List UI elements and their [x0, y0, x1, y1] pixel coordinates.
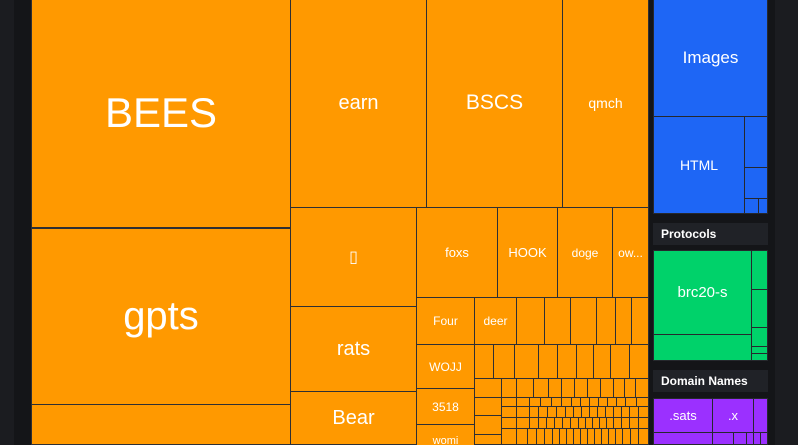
- tile-sats[interactable]: .sats: [653, 398, 713, 433]
- right-rail: [775, 0, 798, 445]
- tile-small-purple[interactable]: [753, 398, 768, 433]
- tile-label: womi: [432, 435, 459, 445]
- tile-small[interactable]: [587, 378, 601, 398]
- tile-label: 3518: [432, 399, 459, 414]
- protocols-category: Protocols brc20-s: [653, 223, 768, 361]
- tile-3518[interactable]: 3518: [416, 388, 475, 425]
- tile-small-green[interactable]: [751, 289, 768, 328]
- tile-label: rats: [336, 337, 371, 360]
- tile-glyph[interactable]: ▯: [290, 207, 417, 307]
- tile-label: deer: [483, 314, 508, 328]
- tile-four[interactable]: Four: [416, 297, 475, 345]
- tile-label: HTML: [679, 157, 719, 173]
- tile-small[interactable]: [570, 297, 597, 345]
- tile-doge[interactable]: doge: [557, 207, 613, 298]
- tile-small[interactable]: [544, 297, 571, 345]
- tile-small[interactable]: [474, 378, 502, 398]
- tile-small-purple[interactable]: [733, 432, 747, 445]
- tile-hook[interactable]: HOOK: [497, 207, 558, 298]
- tile-ow[interactable]: ow...: [612, 207, 649, 298]
- tile-womi[interactable]: womi: [416, 424, 475, 445]
- tile-small[interactable]: [635, 378, 649, 398]
- tile-bear[interactable]: Bear: [290, 391, 417, 445]
- tile-label: .sats: [669, 408, 697, 423]
- tile-foxs[interactable]: foxs: [416, 207, 498, 298]
- tile-small[interactable]: [610, 344, 630, 379]
- tile-small[interactable]: [493, 344, 515, 379]
- tile-images[interactable]: Images: [653, 0, 768, 117]
- tile-small-blue[interactable]: [758, 198, 768, 214]
- tile-small[interactable]: [629, 344, 649, 379]
- tile-label: WOJJ: [429, 359, 462, 374]
- tile-bscs[interactable]: BSCS: [426, 0, 563, 208]
- tile-small[interactable]: [557, 344, 577, 379]
- tile-small[interactable]: [516, 297, 545, 345]
- tile-label: BEES: [104, 89, 218, 136]
- tile-small-blue[interactable]: [744, 198, 759, 214]
- tile-label: Four: [433, 314, 458, 328]
- tile-label: .x: [727, 408, 739, 423]
- tile-small-green[interactable]: [751, 327, 768, 347]
- tile-small[interactable]: [501, 428, 517, 445]
- tile-small[interactable]: [533, 378, 549, 398]
- tile-unlabeled[interactable]: [31, 404, 291, 445]
- tile-qmch[interactable]: qmch: [562, 0, 649, 208]
- tile-small[interactable]: [548, 378, 562, 398]
- tile-label: ▯: [349, 249, 358, 266]
- tile-deer[interactable]: deer: [474, 297, 517, 345]
- tile-small[interactable]: [631, 297, 649, 345]
- tile-small-purple[interactable]: [760, 432, 768, 445]
- tile-small[interactable]: [576, 344, 594, 379]
- tile-label: Images: [682, 47, 739, 67]
- tile-small-blue[interactable]: [744, 167, 768, 199]
- tile-x[interactable]: .x: [712, 398, 754, 433]
- tile-small[interactable]: [638, 428, 649, 445]
- tile-small[interactable]: [574, 378, 588, 398]
- tile-label: HOOK: [508, 245, 547, 260]
- left-rail: [0, 0, 14, 445]
- tile-label: brc20-s: [677, 284, 728, 301]
- tile-label: qmch: [588, 95, 623, 111]
- tile-small[interactable]: [474, 397, 502, 416]
- tile-small[interactable]: [514, 344, 539, 379]
- tile-label: Bear: [332, 406, 375, 429]
- domain-names-category: Domain Names .sats .x ...: [653, 370, 768, 445]
- tile-small-green[interactable]: [653, 334, 752, 361]
- tile-small[interactable]: [516, 378, 534, 398]
- tile-earn[interactable]: earn: [290, 0, 427, 208]
- tile-small[interactable]: [615, 297, 632, 345]
- tile-label: gpts: [123, 294, 199, 338]
- tile-small[interactable]: [474, 344, 494, 379]
- tile-small-green[interactable]: [751, 353, 768, 361]
- tile-small-green[interactable]: [751, 250, 768, 290]
- tile-small[interactable]: [474, 434, 502, 445]
- tile-small[interactable]: [593, 344, 611, 379]
- tile-label: doge: [571, 245, 599, 260]
- domain-names-heading: Domain Names: [653, 370, 768, 392]
- protocols-heading: Protocols: [653, 223, 768, 245]
- tile-small[interactable]: [501, 378, 517, 398]
- tile-label: ...: [678, 437, 688, 445]
- tile-small[interactable]: [474, 415, 502, 435]
- tile-small-purple[interactable]: [712, 432, 734, 445]
- token-treemap: BEES gpts earn BSCS qmch ▯ foxs HOOK dog…: [31, 0, 649, 445]
- tile-rats[interactable]: rats: [290, 306, 417, 392]
- tile-small[interactable]: [600, 378, 614, 398]
- tile-small[interactable]: [538, 344, 558, 379]
- tile-label: earn: [338, 91, 379, 114]
- tile-small[interactable]: [561, 378, 575, 398]
- tile-small[interactable]: [596, 297, 616, 345]
- tile-label: BSCS: [465, 91, 524, 114]
- tile-gpts[interactable]: gpts: [31, 228, 291, 405]
- tile-brc20[interactable]: brc20-s: [653, 250, 752, 335]
- tile-small-blue[interactable]: [744, 116, 768, 168]
- tile-cut-off[interactable]: ...: [653, 432, 713, 445]
- tile-label: foxs: [445, 245, 469, 260]
- tile-bees[interactable]: BEES: [31, 0, 291, 228]
- tile-wojj[interactable]: WOJJ: [416, 344, 475, 389]
- tile-html[interactable]: HTML: [653, 116, 745, 214]
- tile-label: ow...: [618, 245, 643, 260]
- images-category: Images HTML: [653, 0, 768, 214]
